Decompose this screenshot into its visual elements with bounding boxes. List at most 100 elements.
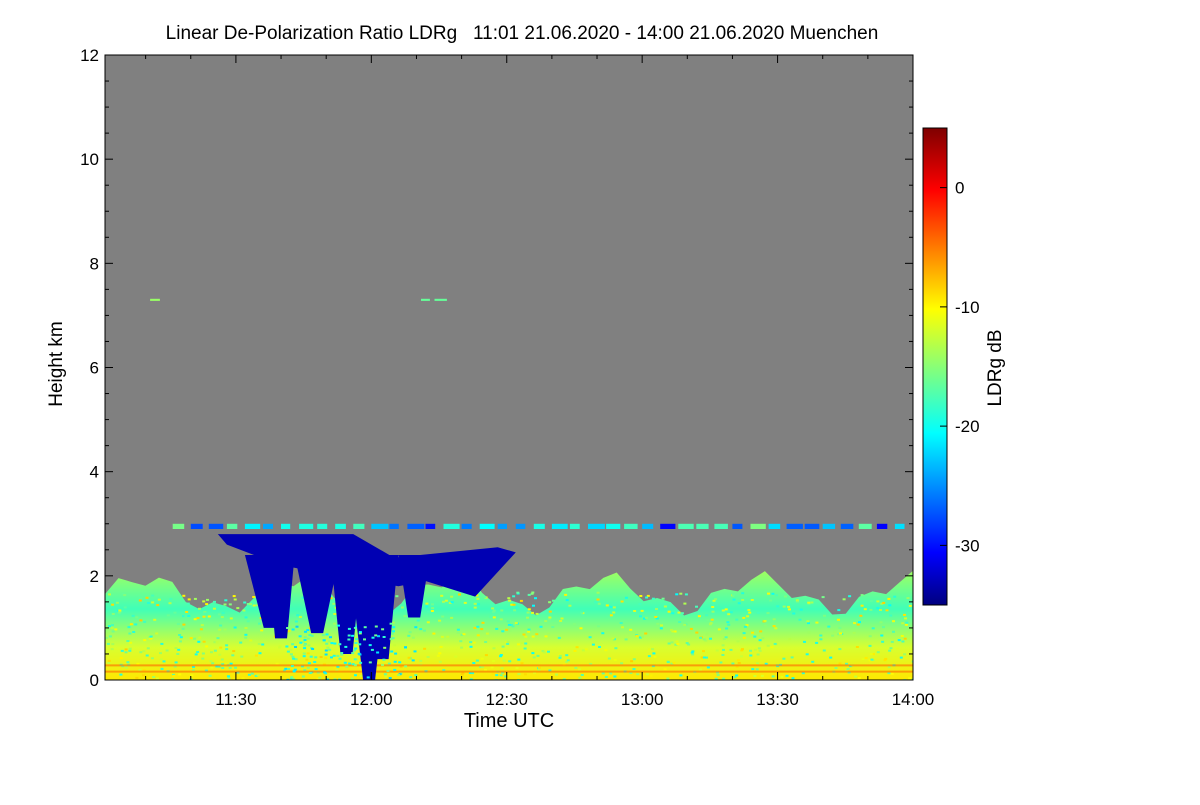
streak-mixing-pixel [287, 668, 290, 670]
aerosol-pixel [182, 623, 186, 626]
aerosol-pixel [165, 649, 169, 652]
aerosol-pixel [775, 594, 778, 597]
aerosol-pixel [792, 612, 796, 615]
aerosol-pixel [691, 650, 695, 653]
aerosol-pixel [726, 621, 730, 624]
aerosol-pixel [565, 654, 569, 657]
aerosol-pixel [416, 619, 420, 622]
fall-streak [366, 555, 399, 660]
aerosol-pixel [456, 631, 460, 634]
aerosol-pixel [197, 640, 201, 643]
aerosol-pixel [260, 646, 264, 649]
aerosol-pixel [534, 597, 537, 600]
aerosol-pixel [854, 675, 858, 678]
layer-segment [840, 523, 854, 529]
aerosol-pixel [128, 649, 132, 652]
aerosol-pixel [142, 674, 146, 677]
layer-segment [858, 523, 872, 529]
aerosol-pixel [578, 668, 581, 671]
aerosol-pixel [736, 659, 740, 662]
aerosol-pixel [473, 606, 477, 609]
aerosol-pixel [301, 596, 305, 599]
aerosol-pixel [186, 602, 190, 605]
aerosol-pixel [757, 647, 761, 650]
aerosol-pixel [589, 662, 593, 665]
streak-mixing-pixel [325, 633, 329, 636]
aerosol-pixel [505, 628, 509, 631]
aerosol-pixel [548, 669, 552, 672]
aerosol-pixel [624, 596, 628, 599]
aerosol-pixel [118, 609, 122, 612]
aerosol-pixel [513, 609, 517, 612]
aerosol-pixel [129, 623, 133, 626]
aerosol-pixel [105, 652, 109, 655]
aerosol-pixel [352, 649, 356, 652]
aerosol-pixel [495, 627, 499, 630]
aerosol-pixel [741, 592, 745, 595]
streak-mixing-pixel [333, 678, 337, 680]
aerosol-pixel [135, 676, 139, 679]
aerosol-pixel [472, 662, 476, 664]
aerosol-pixel [526, 611, 530, 614]
aerosol-pixel [478, 666, 482, 669]
aerosol-pixel [876, 600, 880, 603]
aerosol-pixel [613, 675, 617, 678]
aerosol-pixel [721, 654, 725, 656]
aerosol-pixel [500, 667, 504, 670]
aerosol-pixel [128, 647, 132, 650]
streak-mixing-pixel [413, 650, 417, 653]
aerosol-pixel [105, 636, 109, 639]
aerosol-pixel [887, 666, 891, 669]
y-tick-label: 8 [90, 254, 99, 273]
aerosol-pixel [742, 632, 746, 635]
y-tick-label: 12 [80, 46, 99, 65]
streak-mixing-pixel [291, 655, 295, 658]
aerosol-pixel [233, 598, 237, 601]
streak-mixing-pixel [393, 660, 397, 663]
aerosol-pixel [594, 601, 598, 604]
aerosol-pixel [335, 669, 339, 671]
streak-mixing-pixel [363, 626, 367, 629]
aerosol-pixel [252, 604, 256, 607]
aerosol-pixel [645, 596, 649, 599]
aerosol-pixel [507, 597, 511, 600]
aerosol-pixel [436, 654, 440, 657]
aerosol-pixel [638, 603, 642, 605]
aerosol-pixel [833, 630, 837, 633]
aerosol-pixel [667, 610, 671, 613]
aerosol-pixel [524, 642, 528, 645]
aerosol-pixel [803, 640, 806, 643]
aerosol-pixel [565, 660, 569, 663]
aerosol-pixel [252, 596, 256, 598]
aerosol-pixel [490, 666, 494, 669]
aerosol-pixel [205, 645, 209, 648]
aerosol-pixel [303, 669, 307, 672]
aerosol-pixel [419, 628, 423, 631]
aerosol-pixel [736, 640, 740, 643]
aerosol-pixel [407, 656, 411, 659]
aerosol-pixel [198, 607, 201, 610]
aerosol-pixel [324, 657, 328, 660]
aerosol-pixel [173, 611, 177, 614]
aerosol-pixel [460, 673, 464, 676]
aerosol-pixel [853, 622, 856, 625]
aerosol-pixel [573, 649, 577, 652]
aerosol-pixel [216, 637, 220, 640]
aerosol-pixel [355, 625, 359, 628]
aerosol-pixel [772, 618, 776, 621]
aerosol-pixel [670, 662, 674, 665]
aerosol-pixel [564, 593, 568, 596]
aerosol-pixel [670, 629, 673, 632]
aerosol-pixel [515, 667, 519, 669]
aerosol-pixel [741, 599, 745, 601]
chart-title: Linear De-Polarization Ratio LDRg 11:01 … [166, 23, 879, 44]
aerosol-pixel [456, 628, 460, 631]
aerosol-pixel [259, 617, 263, 620]
aerosol-pixel [155, 677, 159, 680]
aerosol-pixel [785, 674, 789, 677]
aerosol-pixel [527, 608, 531, 611]
aerosol-pixel [229, 662, 233, 665]
aerosol-pixel [674, 643, 678, 646]
aerosol-pixel [211, 662, 215, 665]
aerosol-pixel [221, 611, 225, 614]
